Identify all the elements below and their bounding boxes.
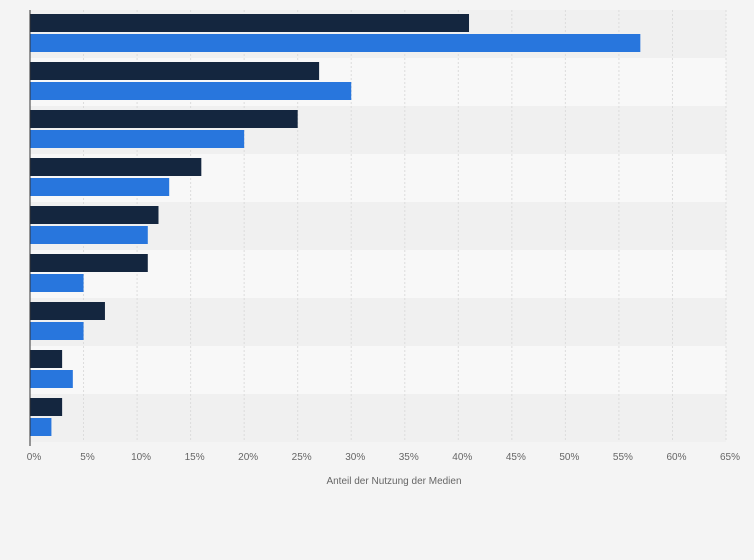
x-tick-label: 30% bbox=[345, 452, 365, 463]
x-tick-labels: 0% 5% 10% 15% 20% 25% 30% 35% 40% 45% 50% 55% 60% 65% bbox=[27, 452, 740, 463]
bars bbox=[30, 14, 641, 436]
x-tick-label: 60% bbox=[666, 452, 686, 463]
bar-series-2 bbox=[30, 130, 245, 148]
x-tick-label: 0% bbox=[27, 452, 42, 463]
x-axis-label: Anteil der Nutzung der Medien bbox=[326, 476, 461, 487]
x-tick-label: 50% bbox=[559, 452, 579, 463]
bar-series-2 bbox=[30, 418, 52, 436]
x-tick-label: 35% bbox=[399, 452, 419, 463]
x-tick-label: 20% bbox=[238, 452, 258, 463]
bar-series-1 bbox=[30, 14, 470, 32]
bar-series-1 bbox=[30, 350, 63, 368]
bar-series-1 bbox=[30, 158, 202, 176]
category-band bbox=[30, 298, 726, 346]
bar-series-1 bbox=[30, 206, 159, 224]
x-tick-label: 5% bbox=[80, 452, 95, 463]
bar-series-1 bbox=[30, 110, 298, 128]
category-band bbox=[30, 394, 726, 442]
bar-series-2 bbox=[30, 82, 352, 100]
x-tick-label: 10% bbox=[131, 452, 151, 463]
bar-series-2 bbox=[30, 34, 641, 52]
bar-series-2 bbox=[30, 274, 84, 292]
bar-series-1 bbox=[30, 62, 320, 80]
bar-series-2 bbox=[30, 322, 84, 340]
bar-series-1 bbox=[30, 302, 105, 320]
category-band bbox=[30, 346, 726, 394]
x-tick-label: 45% bbox=[506, 452, 526, 463]
x-tick-label: 40% bbox=[452, 452, 472, 463]
bar-series-2 bbox=[30, 226, 148, 244]
x-tick-label: 55% bbox=[613, 452, 633, 463]
bar-series-1 bbox=[30, 254, 148, 272]
x-tick-label: 15% bbox=[185, 452, 205, 463]
bar-series-2 bbox=[30, 178, 170, 196]
bar-series-2 bbox=[30, 370, 73, 388]
x-tick-label: 25% bbox=[292, 452, 312, 463]
x-tick-label: 65% bbox=[720, 452, 740, 463]
bar-series-1 bbox=[30, 398, 63, 416]
